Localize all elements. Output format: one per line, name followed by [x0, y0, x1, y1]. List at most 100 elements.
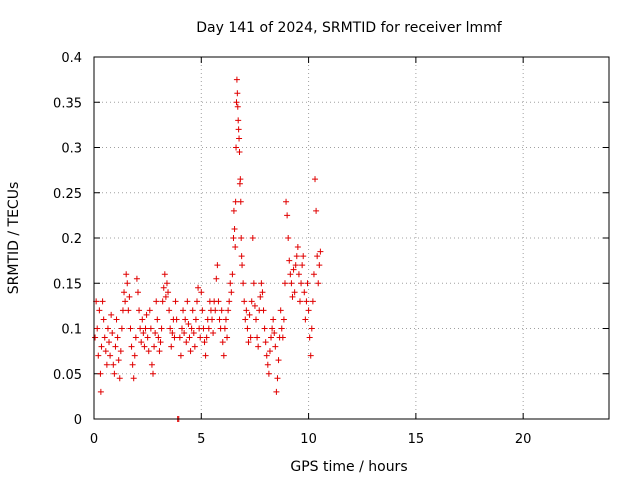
data-point	[188, 325, 195, 332]
data-point	[172, 298, 179, 305]
x-tick-label: 10	[300, 432, 317, 447]
grid	[94, 57, 609, 419]
data-point	[212, 307, 219, 314]
data-point	[235, 126, 242, 133]
data-point	[251, 302, 258, 309]
data-point	[142, 325, 149, 332]
x-tick-label: 20	[515, 432, 532, 447]
data-point	[258, 280, 265, 287]
data-point	[205, 325, 212, 332]
data-point	[115, 357, 122, 364]
data-point	[259, 289, 266, 296]
data-point	[226, 298, 233, 305]
data-point	[233, 144, 240, 151]
data-point	[92, 334, 99, 341]
x-tick-label: 5	[197, 432, 205, 447]
data-point	[153, 298, 160, 305]
data-point	[130, 375, 137, 382]
data-point	[232, 244, 239, 251]
x-tick-label: 0	[90, 432, 98, 447]
y-tick-label: 0.15	[53, 277, 82, 292]
data-point	[158, 325, 165, 332]
data-point	[269, 325, 276, 332]
data-point	[199, 307, 206, 314]
data-point	[192, 316, 199, 323]
data-point	[160, 284, 167, 291]
data-point	[222, 316, 229, 323]
data-point	[118, 325, 125, 332]
data-point	[151, 343, 158, 350]
data-point	[237, 198, 244, 205]
data-point	[171, 334, 178, 341]
data-point	[268, 334, 275, 341]
data-point	[244, 325, 251, 332]
data-point	[117, 348, 124, 355]
data-point	[302, 316, 309, 323]
data-point	[277, 307, 284, 314]
data-point	[218, 307, 225, 314]
data-point	[233, 99, 240, 106]
data-point	[274, 375, 281, 382]
data-point	[209, 316, 216, 323]
data-point	[154, 316, 161, 323]
data-point	[304, 280, 311, 287]
data-point	[263, 352, 270, 359]
data-point	[232, 198, 239, 205]
y-tick-label: 0.2	[61, 232, 82, 247]
data-point	[216, 316, 223, 323]
y-tick-label: 0.25	[53, 187, 82, 202]
data-point	[182, 316, 189, 323]
data-point	[128, 343, 135, 350]
data-point	[139, 316, 146, 323]
data-point	[242, 316, 249, 323]
data-point	[272, 343, 279, 350]
data-point	[180, 307, 187, 314]
data-point	[109, 330, 116, 337]
data-point	[292, 262, 299, 269]
axis-tick-labels: 0 5 10 15 20 0 0.05 0.1 0.15 0.2 0.25 0.3 0.35 0.4	[53, 51, 531, 447]
data-point	[309, 298, 316, 305]
y-tick-label: 0.4	[61, 51, 82, 66]
data-point	[132, 334, 139, 341]
data-point	[165, 289, 172, 296]
data-point	[266, 348, 273, 355]
data-point	[98, 343, 105, 350]
data-point	[229, 271, 236, 278]
data-point	[184, 298, 191, 305]
data-point	[230, 207, 237, 214]
data-point	[210, 330, 217, 337]
data-point	[233, 76, 240, 83]
data-point	[255, 343, 262, 350]
data-point	[219, 339, 226, 346]
data-point	[99, 298, 106, 305]
data-point	[96, 307, 103, 314]
y-tick-label: 0	[74, 413, 82, 428]
data-point	[178, 325, 185, 332]
data-point	[167, 325, 174, 332]
data-point	[106, 339, 113, 346]
data-point	[144, 334, 151, 341]
data-point	[236, 149, 243, 156]
data-point	[104, 325, 111, 332]
data-point	[134, 289, 141, 296]
data-point	[236, 135, 243, 142]
data-point	[191, 343, 198, 350]
data-point	[213, 275, 220, 282]
data-point	[173, 316, 180, 323]
data-point	[147, 325, 154, 332]
data-point	[186, 334, 193, 341]
data-point	[294, 244, 301, 251]
data-point	[161, 271, 168, 278]
data-point	[224, 334, 231, 341]
data-point	[253, 316, 260, 323]
data-point	[140, 330, 147, 337]
data-point	[131, 352, 138, 359]
data-point	[270, 316, 277, 323]
data-points	[92, 76, 324, 422]
data-point	[129, 361, 136, 368]
data-point	[168, 343, 175, 350]
data-point	[279, 334, 286, 341]
data-point	[221, 325, 228, 332]
data-point	[243, 307, 250, 314]
